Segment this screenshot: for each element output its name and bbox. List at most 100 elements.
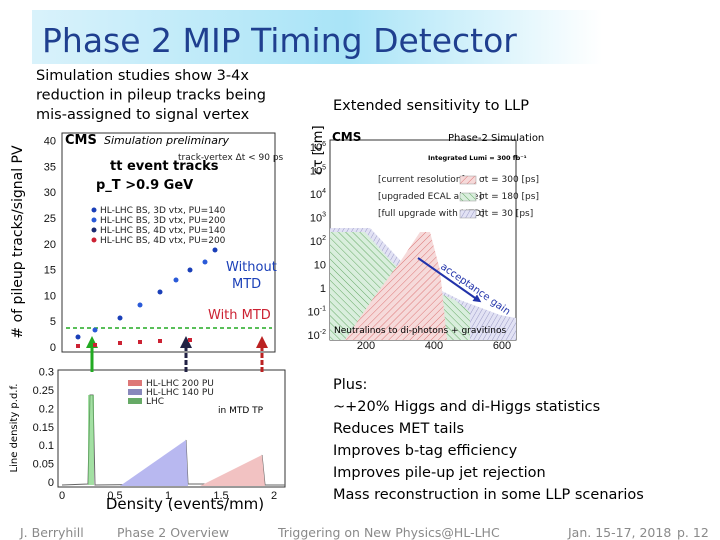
footer-author: J. Berryhill [19, 525, 84, 540]
tick-base: 10 [310, 236, 322, 248]
y-axis-label: cτ [cm] [311, 125, 326, 174]
y-tick-label: 0.2 [39, 403, 54, 415]
legend-label: σt = 300 [ps] [479, 175, 539, 185]
legend-marker [91, 207, 97, 213]
arrow [417, 257, 482, 303]
legend-marker [91, 217, 97, 223]
distribution [200, 455, 265, 486]
legend-label: LHC [146, 397, 164, 407]
marker [137, 302, 143, 308]
legend-swatch [128, 398, 142, 404]
y-tick-label: 0.1 [39, 440, 54, 452]
legend-marker [91, 227, 97, 233]
x-tick-label: 1 [165, 490, 171, 502]
marker [93, 343, 97, 347]
marker [157, 289, 163, 295]
annotation: Without [226, 260, 277, 275]
region [345, 232, 447, 340]
legend-label: HL-LHC BS, 4D vtx, PU=200 [100, 236, 226, 246]
plot-label: Neutralinos to di-photons + gravitinos [334, 326, 506, 336]
legend-swatch [128, 389, 142, 395]
tick-base: 10 [308, 307, 320, 319]
y-axis-label: Line density p.d.f. [9, 384, 20, 473]
footer-page: p. 12 [677, 525, 709, 540]
tick-exponent: -2 [320, 329, 326, 336]
marker [158, 339, 162, 343]
legend-label: [full upgrade with MTD] [378, 209, 484, 219]
tick-base: 10 [308, 330, 320, 342]
y-tick-label: 20 [44, 239, 56, 251]
tick-exponent: 6 [322, 141, 326, 148]
list-heading: Plus: [333, 377, 367, 393]
footer-date: Jan. 15-17, 2018 [567, 525, 671, 540]
y-tick-label: 1 [320, 283, 326, 295]
annotation: in MTD TP [218, 406, 264, 416]
plot-status: Phase-2 Simulation [448, 133, 544, 144]
plot-frame [61, 132, 276, 353]
y-tick-label: 5 [50, 316, 56, 328]
distribution [88, 395, 94, 485]
y-tick-label: 30 [44, 187, 56, 199]
marker [173, 277, 179, 283]
plot-experiment: CMS [65, 133, 97, 148]
plot-label: track-vertex Δt < 90 ps [178, 153, 284, 163]
caption-line: reduction in pileup tracks being [36, 88, 266, 104]
y-tick-label: 0.3 [39, 367, 54, 379]
plot-label: Integrated Lumi = 300 fb⁻¹ [428, 154, 527, 162]
legend-label: σt = 30 [ps] [479, 209, 533, 219]
y-axis-label: # of pileup tracks/signal PV [10, 145, 26, 339]
legend-swatch [128, 380, 142, 386]
list-item: Improves b-tag efficiency [333, 443, 518, 459]
list-item: Reduces MET tails [333, 421, 464, 437]
marker [188, 338, 192, 342]
tick-base: 10 [310, 213, 322, 225]
tick-exponent: -1 [320, 306, 326, 313]
x-axis-label: Density (events/mm) [106, 495, 264, 513]
footer-section: Phase 2 Overview [117, 525, 229, 540]
y-tick-label: 0.25 [33, 385, 54, 397]
annotation: MTD [232, 277, 261, 292]
legend-label: HL-LHC 200 PU [146, 379, 214, 389]
y-tick-label: 10 [44, 290, 56, 302]
list-item: Improves pile-up jet rejection [333, 465, 546, 481]
tick-exponent: 4 [322, 188, 326, 195]
distribution [120, 440, 188, 486]
y-tick-label: 10 [314, 260, 326, 272]
y-tick-label: 106 [310, 141, 326, 154]
plot-label: tt event tracks [110, 159, 219, 174]
legend-swatch [459, 175, 477, 185]
tick-exponent: 5 [322, 165, 326, 172]
tick-base: 10 [310, 166, 322, 178]
x-tick-label: 200 [357, 340, 375, 352]
x-tick-label: 2 [271, 490, 277, 502]
legend-marker [91, 237, 97, 243]
tick-base: 10 [310, 142, 322, 154]
plot-label: p_T >0.9 GeV [96, 178, 193, 193]
legend-label: [current resolution] [378, 175, 465, 185]
tick-exponent: 2 [322, 235, 326, 242]
caption: Extended sensitivity to LLP [333, 98, 529, 114]
tick-base: 1 [320, 283, 326, 295]
y-tick-label: 0 [50, 342, 56, 354]
marker [187, 267, 193, 273]
marker [138, 340, 142, 344]
caption-line: Simulation studies show 3-4x [36, 68, 249, 84]
list-item: ~+20% Higgs and di-Higgs statistics [333, 399, 600, 415]
y-tick-label: 10-1 [308, 306, 327, 319]
figures [57, 132, 517, 488]
x-tick-label: 400 [425, 340, 443, 352]
x-tick-label: 0 [59, 490, 65, 502]
legend-swatch [459, 192, 477, 202]
marker [92, 327, 98, 333]
y-tick-label: 102 [310, 235, 326, 248]
legend-label: σt = 180 [ps] [479, 192, 539, 202]
x-tick-label: 600 [493, 340, 511, 352]
marker [118, 341, 122, 345]
list-item: Mass reconstruction in some LLP scenario… [333, 487, 644, 503]
plot-experiment: CMS [332, 130, 361, 144]
legend-label: HL-LHC BS, 3D vtx, PU=140 [100, 206, 226, 216]
legend-label: HL-LHC BS, 4D vtx, PU=140 [100, 226, 226, 236]
marker [76, 344, 80, 348]
y-tick-label: 15 [44, 265, 56, 277]
